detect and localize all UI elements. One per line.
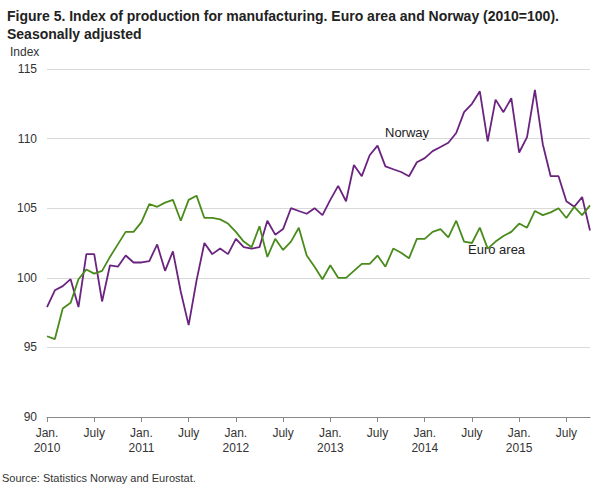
- svg-text:2015: 2015: [506, 441, 533, 455]
- svg-text:Seasonally adjusted: Seasonally adjusted: [7, 26, 142, 42]
- svg-text:Jan.: Jan.: [225, 426, 248, 440]
- svg-text:Norway: Norway: [385, 125, 430, 140]
- svg-text:100: 100: [17, 271, 37, 285]
- svg-text:July: July: [461, 426, 482, 440]
- svg-text:July: July: [272, 426, 293, 440]
- svg-text:July: July: [367, 426, 388, 440]
- svg-text:105: 105: [17, 201, 37, 215]
- svg-text:July: July: [84, 426, 105, 440]
- svg-text:90: 90: [24, 410, 38, 424]
- svg-text:Jan.: Jan.: [130, 426, 153, 440]
- svg-text:Source: Statistics Norway and: Source: Statistics Norway and Eurostat.: [2, 472, 196, 484]
- svg-text:95: 95: [24, 340, 38, 354]
- svg-text:Figure 5. Index of production: Figure 5. Index of production for manufa…: [7, 8, 559, 24]
- svg-text:Jan.: Jan.: [36, 426, 59, 440]
- svg-text:2012: 2012: [223, 441, 250, 455]
- svg-text:2010: 2010: [34, 441, 61, 455]
- svg-text:110: 110: [18, 132, 37, 146]
- svg-text:2014: 2014: [411, 441, 438, 455]
- svg-text:July: July: [178, 426, 199, 440]
- svg-text:2013: 2013: [317, 441, 344, 455]
- svg-text:Jan.: Jan.: [413, 426, 436, 440]
- svg-text:July: July: [556, 426, 577, 440]
- svg-text:2011: 2011: [129, 441, 155, 455]
- svg-text:115: 115: [18, 62, 37, 76]
- svg-text:Euro area: Euro area: [468, 242, 526, 257]
- svg-text:Jan.: Jan.: [508, 426, 531, 440]
- svg-text:Index: Index: [10, 45, 39, 59]
- svg-text:Jan.: Jan.: [319, 426, 342, 440]
